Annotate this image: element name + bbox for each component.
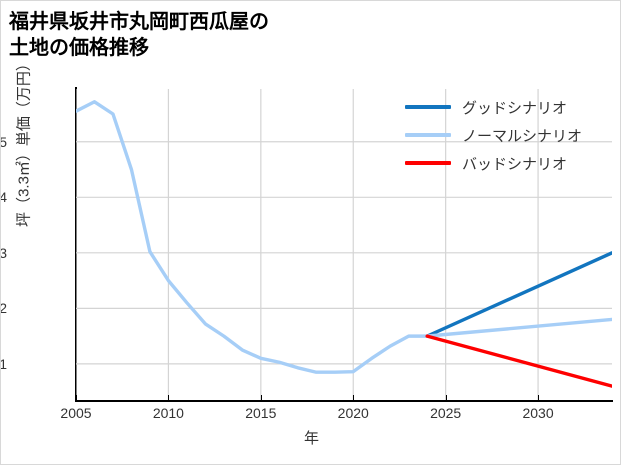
series-line — [76, 100, 612, 374]
x-axis-label: 年 — [303, 430, 319, 447]
y-tick-label: 11 — [1, 356, 7, 372]
gridlines — [76, 89, 612, 400]
x-tick-label: 2010 — [152, 405, 184, 421]
y-tick-label: 13 — [1, 245, 7, 261]
plot-svg — [76, 89, 612, 400]
y-tick-label: 14 — [1, 189, 7, 205]
plot-area — [76, 89, 612, 400]
legend-item[interactable]: ノーマルシナリオ — [405, 121, 615, 149]
legend-label: ノーマルシナリオ — [462, 127, 583, 145]
chart-legend: グッドシナリオ ノーマルシナリオ バッドシナリオ — [405, 93, 615, 177]
x-tick-mark — [353, 395, 355, 400]
x-tick-label: 2005 — [60, 405, 92, 421]
x-tick-label: 2020 — [337, 405, 369, 421]
x-tick-mark — [76, 395, 77, 400]
legend-item[interactable]: グッドシナリオ — [405, 93, 615, 121]
legend-item[interactable]: バッドシナリオ — [405, 149, 615, 177]
x-tick-mark — [260, 395, 262, 400]
x-axis-spine — [75, 400, 613, 402]
x-tick-label: 2025 — [430, 405, 462, 421]
x-tick-mark — [445, 395, 447, 400]
legend-label: グッドシナリオ — [462, 99, 568, 117]
x-tick-mark — [168, 395, 170, 400]
chart-title: 福井県坂井市丸岡町西瓜屋の 土地の価格推移 — [9, 11, 269, 60]
y-tick-label: 12 — [1, 300, 7, 316]
y-tick-label: 15 — [1, 134, 7, 150]
x-tick-label: 2030 — [522, 405, 554, 421]
series-line — [425, 334, 612, 388]
legend-swatch — [405, 133, 451, 137]
y-axis-label: 坪（3.3㎡）単価（万円） — [15, 56, 33, 227]
legend-swatch — [405, 161, 451, 165]
legend-swatch — [405, 105, 451, 109]
x-tick-label: 2015 — [245, 405, 277, 421]
series-lines — [76, 100, 612, 388]
x-tick-mark — [538, 395, 540, 400]
legend-label: バッドシナリオ — [462, 155, 568, 173]
series-line — [425, 251, 612, 338]
